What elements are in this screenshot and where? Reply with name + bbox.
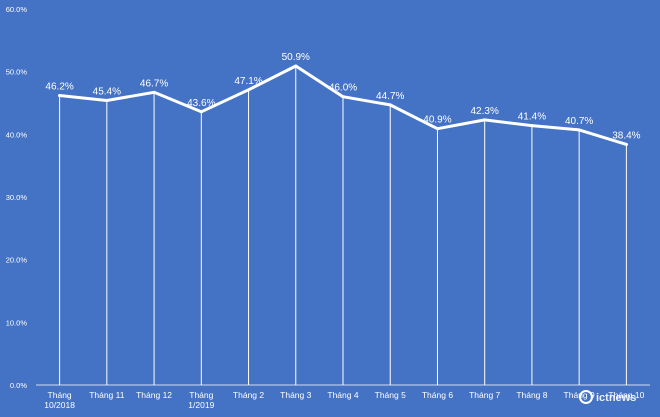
watermark-logo-icon	[579, 390, 593, 404]
data-label: 47.1%	[234, 76, 262, 87]
data-point	[294, 64, 298, 68]
data-label: 43.6%	[187, 98, 215, 109]
data-point	[435, 127, 439, 131]
data-point	[58, 93, 62, 97]
drop-lines	[59, 66, 627, 385]
data-label: 40.7%	[565, 116, 593, 127]
data-point	[247, 88, 251, 92]
data-point	[624, 142, 628, 146]
data-point	[577, 128, 581, 132]
x-tick-labels: Tháng 10/2018 Tháng 11 Tháng 12 Tháng 1/2019 T…	[44, 390, 644, 410]
data-label: 42.3%	[471, 106, 499, 117]
x-tick-label: Tháng 3	[280, 390, 311, 400]
x-tick-label: Tháng 7	[469, 390, 500, 400]
x-tick-label: Tháng 10	[608, 390, 644, 400]
data-label: 46.0%	[329, 83, 357, 94]
x-tick-label: Tháng 11	[89, 390, 125, 400]
y-tick-label: 60.0%	[6, 5, 28, 14]
y-tick-labels: 0.0% 10.0% 20.0% 30.0% 40.0% 50.0% 60.0%	[6, 5, 28, 390]
data-point	[152, 90, 156, 94]
data-point	[388, 103, 392, 107]
data-label: 45.4%	[93, 86, 121, 97]
data-label: 46.2%	[45, 81, 73, 92]
data-label: 44.7%	[376, 91, 404, 102]
y-tick-label: 50.0%	[6, 68, 28, 77]
data-label: 41.4%	[518, 112, 546, 123]
data-point	[341, 95, 345, 99]
data-label: 46.7%	[140, 78, 168, 89]
data-point	[199, 110, 203, 114]
x-tick-label: Tháng 8	[516, 390, 547, 400]
y-tick-label: 30.0%	[6, 193, 28, 202]
x-tick-label: Tháng 2	[233, 390, 264, 400]
y-tick-label: 0.0%	[10, 381, 27, 390]
y-tick-label: 40.0%	[6, 130, 28, 139]
watermark-text: ictnews	[596, 392, 636, 404]
data-labels: 46.2% 45.4% 46.7% 43.6% 47.1% 50.9% 46.0% 44.7%…	[45, 52, 640, 141]
data-label: 40.9%	[423, 115, 451, 126]
data-point	[483, 118, 487, 122]
data-point	[530, 124, 534, 128]
data-label: 38.4%	[612, 130, 640, 141]
series-line-group	[58, 64, 628, 146]
data-label: 50.9%	[282, 52, 310, 63]
x-tick-label: Tháng 10/2018	[44, 390, 75, 410]
x-tick-label: Tháng 9	[564, 390, 595, 400]
y-tick-label: 20.0%	[6, 256, 28, 265]
x-tick-label: Tháng 4	[327, 390, 358, 400]
x-tick-label: Tháng 12	[136, 390, 172, 400]
y-tick-label: 10.0%	[6, 318, 28, 327]
watermark: ictnews	[579, 390, 636, 404]
x-tick-label: Tháng 6	[422, 390, 453, 400]
x-tick-label: Tháng 5	[375, 390, 406, 400]
data-point	[105, 98, 109, 102]
x-tick-label: Tháng 1/2019	[188, 390, 214, 410]
